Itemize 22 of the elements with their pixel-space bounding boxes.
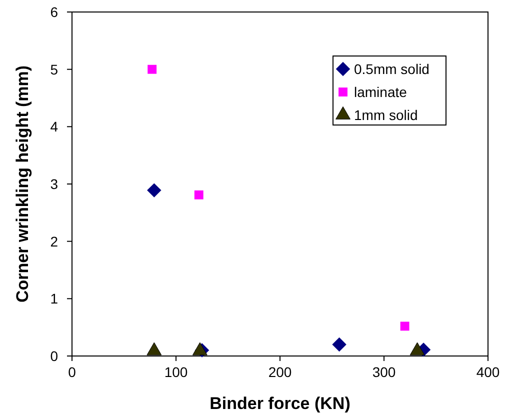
legend-label: 0.5mm solid xyxy=(354,61,430,77)
point xyxy=(400,322,410,331)
x-tick-label: 0 xyxy=(68,364,76,380)
x-tick-label: 200 xyxy=(268,364,292,380)
point xyxy=(194,190,204,200)
x-tick-label: 300 xyxy=(372,364,396,380)
y-tick-label: 6 xyxy=(50,4,58,20)
y-tick-label: 1 xyxy=(50,290,58,307)
x-tick-label: 400 xyxy=(476,364,500,380)
y-tick-label: 3 xyxy=(50,176,58,192)
y-tick-label: 0 xyxy=(50,348,58,364)
y-tick-label: 4 xyxy=(50,118,58,135)
point xyxy=(147,183,162,198)
x-tick-label: 100 xyxy=(164,364,188,380)
legend-label: laminate xyxy=(354,84,408,100)
x-axis-title: Binder force (KN) xyxy=(210,394,350,413)
y-tick-label: 5 xyxy=(50,61,58,78)
legend-label: 1mm solid xyxy=(354,107,418,123)
y-tick-label: 2 xyxy=(50,233,58,250)
point xyxy=(332,337,346,352)
y-axis-title: Corner wrinkling height (mm) xyxy=(13,65,32,303)
point xyxy=(148,64,157,74)
